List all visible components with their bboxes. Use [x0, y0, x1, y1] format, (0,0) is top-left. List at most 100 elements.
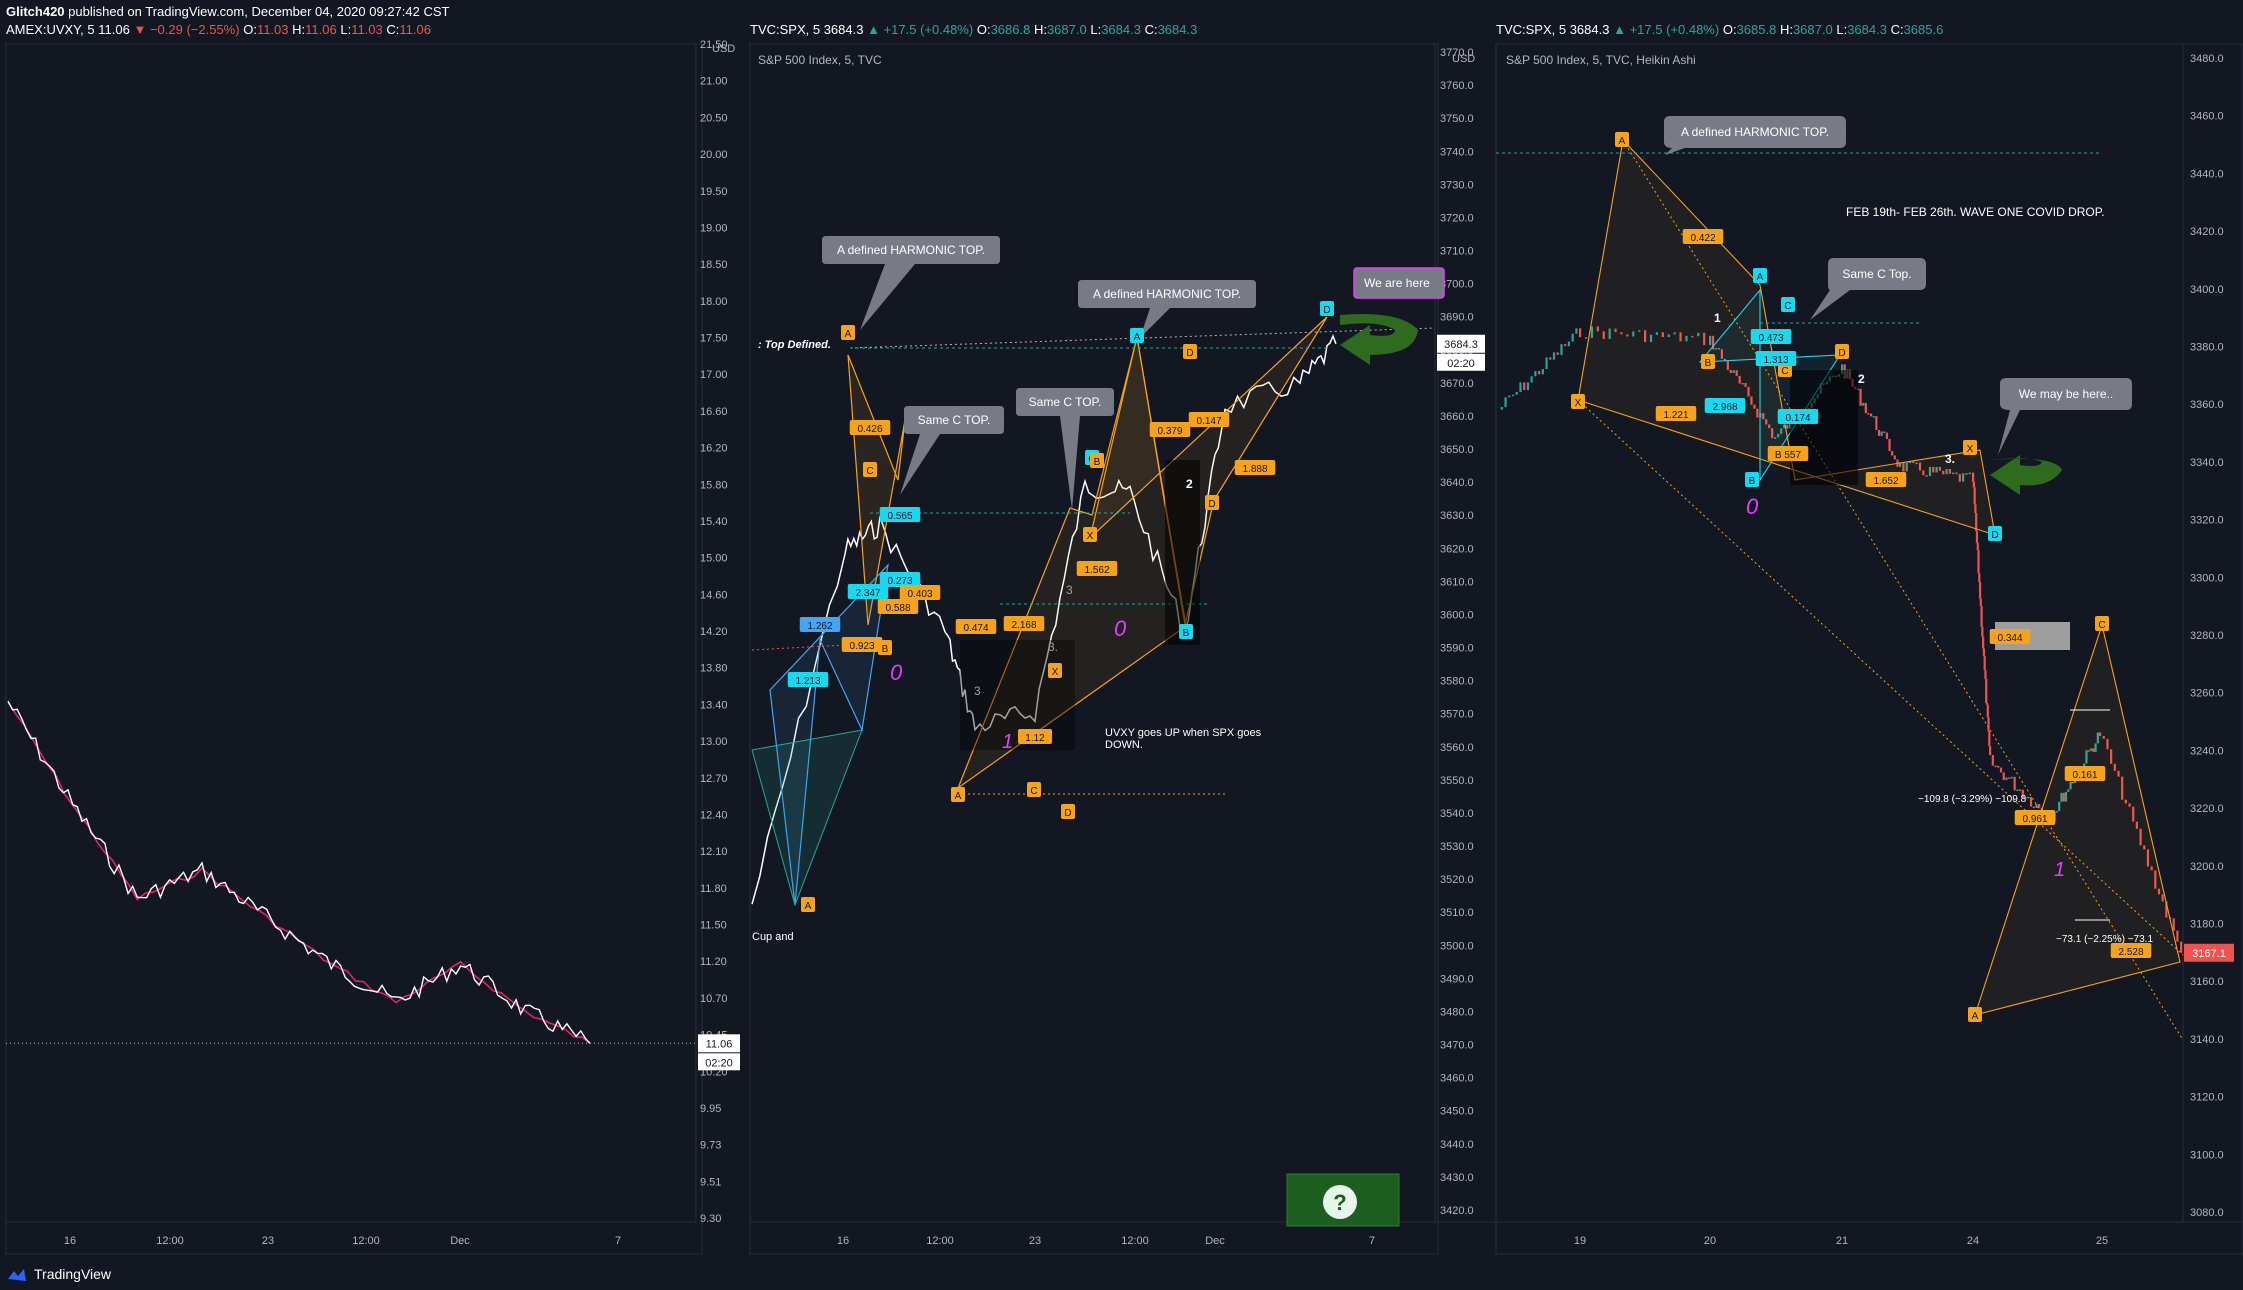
- ratio-label[interactable]: [1188, 412, 1230, 427]
- ha-candle: [1575, 328, 1578, 334]
- spx-mid-low: 3684.3: [1101, 22, 1141, 37]
- ratio-label[interactable]: [2064, 766, 2106, 781]
- ratio-label[interactable]: [1682, 229, 1724, 244]
- pattern-point-label[interactable]: [1048, 663, 1062, 678]
- ratio-label[interactable]: [879, 507, 921, 522]
- ratio-label[interactable]: [1076, 561, 1118, 576]
- pattern-point-label[interactable]: [1835, 344, 1849, 359]
- uvxy-price: 11.06: [98, 22, 130, 37]
- ratio-label[interactable]: [849, 420, 891, 435]
- spx-right-pane[interactable]: [1495, 43, 2243, 1255]
- ratio-label[interactable]: [1018, 729, 1052, 744]
- ratio-label[interactable]: [1149, 422, 1191, 437]
- pattern-point-label[interactable]: [1320, 301, 1334, 316]
- ratio-label[interactable]: [2110, 943, 2152, 958]
- callout-bubble[interactable]: [1664, 116, 1846, 155]
- pattern-point-label[interactable]: [1205, 495, 1219, 510]
- pattern-point-label[interactable]: [1968, 1007, 1982, 1022]
- x-tick-label: 21: [1836, 1235, 1848, 1247]
- publisher-name[interactable]: Glitch420: [6, 4, 65, 19]
- chart-canvas[interactable]: USD USD S&P 500 Index, 5, TVC S&P 500 In…: [0, 0, 2243, 1262]
- spx-mid-price-line: [751, 334, 1337, 905]
- ratio-label[interactable]: [1655, 406, 1697, 421]
- ratio-label[interactable]: [1234, 460, 1276, 475]
- y-tick-label: 3240.0: [2190, 745, 2224, 757]
- ratio-label[interactable]: [847, 584, 889, 599]
- pattern-point-label[interactable]: [841, 325, 855, 340]
- ratio-label[interactable]: [877, 599, 919, 614]
- uvxy-symbol[interactable]: AMEX:UVXY, 5: [6, 22, 95, 37]
- pattern-point-label[interactable]: [1183, 344, 1197, 359]
- pattern-point-label[interactable]: [863, 462, 877, 477]
- ha-candle: [1777, 433, 1780, 438]
- pattern-point-label[interactable]: [1615, 132, 1629, 147]
- spx-mid-close: 3684.3: [1157, 22, 1198, 37]
- y-tick-label: 18.00: [700, 296, 728, 308]
- pattern-point-label[interactable]: [1179, 624, 1193, 639]
- footer-brand[interactable]: TradingView: [34, 1266, 112, 1282]
- pattern-point-label[interactable]: [1745, 472, 1759, 487]
- ratio-label[interactable]: [787, 672, 829, 687]
- uvxy-pane[interactable]: [5, 43, 703, 1255]
- ratio-label[interactable]: [879, 572, 921, 587]
- ha-candle: [1753, 404, 1756, 409]
- ha-candle: [1997, 765, 2000, 768]
- uvxy-note: UVXY goes UP when SPX goes: [1105, 727, 1262, 739]
- ha-candle: [1958, 474, 1961, 482]
- ratio-label[interactable]: [1767, 446, 1809, 461]
- pattern-point-label[interactable]: [1701, 354, 1715, 369]
- ratio-label[interactable]: [1003, 616, 1045, 631]
- pattern-point-label[interactable]: [1027, 782, 1041, 797]
- ratio-label[interactable]: [955, 619, 997, 634]
- help-icon[interactable]: [1323, 1185, 1357, 1219]
- ha-candle: [1973, 487, 1976, 505]
- ratio-label[interactable]: [2014, 810, 2056, 825]
- tradingview-logo-icon[interactable]: [6, 1267, 28, 1283]
- callout-bubble[interactable]: [1998, 378, 2132, 455]
- callout-bubble[interactable]: [822, 236, 1000, 330]
- ha-candle: [2067, 789, 2070, 792]
- ha-candle: [2058, 801, 2061, 812]
- ratio-label[interactable]: [1704, 398, 1746, 413]
- ratio-label[interactable]: [1865, 472, 1907, 487]
- callout-bubble[interactable]: [1353, 267, 1445, 299]
- ratio-label[interactable]: [841, 637, 883, 652]
- pattern-point-label[interactable]: [1130, 328, 1144, 343]
- pattern-point-label[interactable]: [1988, 526, 2002, 541]
- pattern-point-label[interactable]: [1753, 268, 1767, 283]
- spx-mid-symbol[interactable]: TVC:SPX, 5: [750, 22, 821, 37]
- pattern-point-label[interactable]: [1083, 527, 1097, 542]
- ratio-label[interactable]: [1755, 351, 1797, 366]
- ratio-label[interactable]: [899, 585, 941, 600]
- ha-candle: [2124, 799, 2127, 804]
- callout-bubble[interactable]: [1016, 388, 1114, 510]
- ha-candle: [2113, 763, 2116, 771]
- pattern-point-label[interactable]: [951, 787, 965, 802]
- ratio-label[interactable]: [1777, 409, 1819, 424]
- spx-mid-pane[interactable]: [749, 43, 1439, 1255]
- uvxy-ma-line: [7, 700, 591, 1044]
- pattern-point-label[interactable]: [801, 897, 815, 912]
- callout-bubble[interactable]: [900, 406, 1004, 495]
- callout-bubble[interactable]: [1078, 280, 1256, 338]
- ha-candle: [1673, 332, 1676, 335]
- y-tick-label: 12.10: [700, 846, 728, 858]
- y-tick-label: 15.00: [700, 553, 728, 565]
- ha-candle: [1952, 472, 1955, 475]
- pattern-point-label[interactable]: [2095, 616, 2109, 631]
- x-tick-label: 12:00: [156, 1235, 184, 1247]
- pattern-point-label[interactable]: [1090, 453, 1104, 468]
- ha-candle: [1738, 375, 1741, 384]
- pattern-point-label[interactable]: [1781, 297, 1795, 312]
- pattern-point-label[interactable]: [1061, 804, 1075, 819]
- ratio-label[interactable]: [1989, 629, 2031, 644]
- ratio-label[interactable]: [1750, 329, 1792, 344]
- callout-bubble[interactable]: [1810, 258, 1926, 320]
- pattern-point-text: C: [1030, 786, 1037, 797]
- spx-right-symbol[interactable]: TVC:SPX, 5: [1496, 22, 1567, 37]
- ha-candle: [1584, 337, 1588, 339]
- pattern-point-label[interactable]: [1963, 440, 1977, 455]
- pattern-point-label[interactable]: [1571, 394, 1585, 409]
- spx-right-o-label: O:: [1722, 22, 1737, 37]
- ratio-label[interactable]: [799, 617, 841, 632]
